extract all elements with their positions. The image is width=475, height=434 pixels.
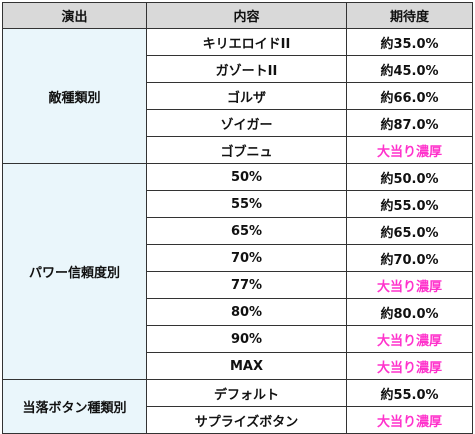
- content-cell: ガゾートII: [146, 55, 347, 83]
- table-row: 77% 大当り濃厚: [3, 271, 473, 299]
- table-row: MAX 大当り濃厚: [3, 352, 473, 380]
- header-expectation: 期待度: [346, 2, 473, 29]
- expectation-cell: 約66.0%: [346, 82, 473, 110]
- expectation-cell: 約50.0%: [346, 163, 473, 191]
- expectation-cell: 大当り濃厚: [346, 136, 473, 164]
- content-cell: 80%: [146, 298, 347, 326]
- table-row: サプライズボタン 大当り濃厚: [3, 406, 473, 434]
- content-cell: 70%: [146, 244, 347, 272]
- group-label: パワー信頼度別: [2, 163, 147, 380]
- table-row: ゴブニュ 大当り濃厚: [3, 136, 473, 164]
- content-cell: 90%: [146, 325, 347, 353]
- table-row: 70% 約70.0%: [3, 244, 473, 272]
- expectation-cell: 約55.0%: [346, 379, 473, 407]
- expectation-cell: 大当り濃厚: [346, 271, 473, 299]
- header-effect: 演出: [2, 2, 147, 29]
- content-cell: ゴルザ: [146, 82, 347, 110]
- expectation-cell: 大当り濃厚: [346, 352, 473, 380]
- content-cell: ゾイガー: [146, 109, 347, 137]
- group-label: 当落ボタン種類別: [2, 379, 147, 434]
- expectation-cell: 約55.0%: [346, 190, 473, 218]
- content-cell: 50%: [146, 163, 347, 191]
- table-row: パワー信頼度別 50% 約50.0%: [2, 163, 473, 380]
- expectation-cell: 約80.0%: [346, 298, 473, 326]
- header-row: 演出 内容 期待度: [2, 2, 473, 29]
- expectation-cell: 約87.0%: [346, 109, 473, 137]
- expectation-cell: 大当り濃厚: [346, 325, 473, 353]
- content-cell: キリエロイドII: [146, 28, 347, 56]
- table-row: 55% 約55.0%: [3, 190, 473, 218]
- expectation-cell: 約45.0%: [346, 55, 473, 83]
- table-row: 敵種類別 キリエロイドII 約35.0%: [2, 28, 473, 164]
- content-cell: サプライズボタン: [146, 406, 347, 434]
- expectation-cell: 約70.0%: [346, 244, 473, 272]
- table-row: 80% 約80.0%: [3, 298, 473, 326]
- expectation-cell: 約65.0%: [346, 217, 473, 245]
- content-cell: 55%: [146, 190, 347, 218]
- table-row: ゴルザ 約66.0%: [3, 82, 473, 110]
- table-row: 当落ボタン種類別 デフォルト 約55.0%: [2, 379, 473, 434]
- content-cell: MAX: [146, 352, 347, 380]
- content-cell: 77%: [146, 271, 347, 299]
- expectation-cell: 約35.0%: [346, 28, 473, 56]
- table-row: ゾイガー 約87.0%: [3, 109, 473, 137]
- table-row: 65% 約65.0%: [3, 217, 473, 245]
- content-cell: デフォルト: [146, 379, 347, 407]
- table-row: ガゾートII 約45.0%: [3, 55, 473, 83]
- expectation-cell: 大当り濃厚: [346, 406, 473, 434]
- table-body: 敵種類別 キリエロイドII 約35.0% ガゾートII 約45.0% ゴルザ 約66.0% ゾ…: [2, 28, 473, 434]
- group-label: 敵種類別: [2, 28, 147, 164]
- content-cell: 65%: [146, 217, 347, 245]
- header-content: 内容: [146, 2, 347, 29]
- content-cell: ゴブニュ: [146, 136, 347, 164]
